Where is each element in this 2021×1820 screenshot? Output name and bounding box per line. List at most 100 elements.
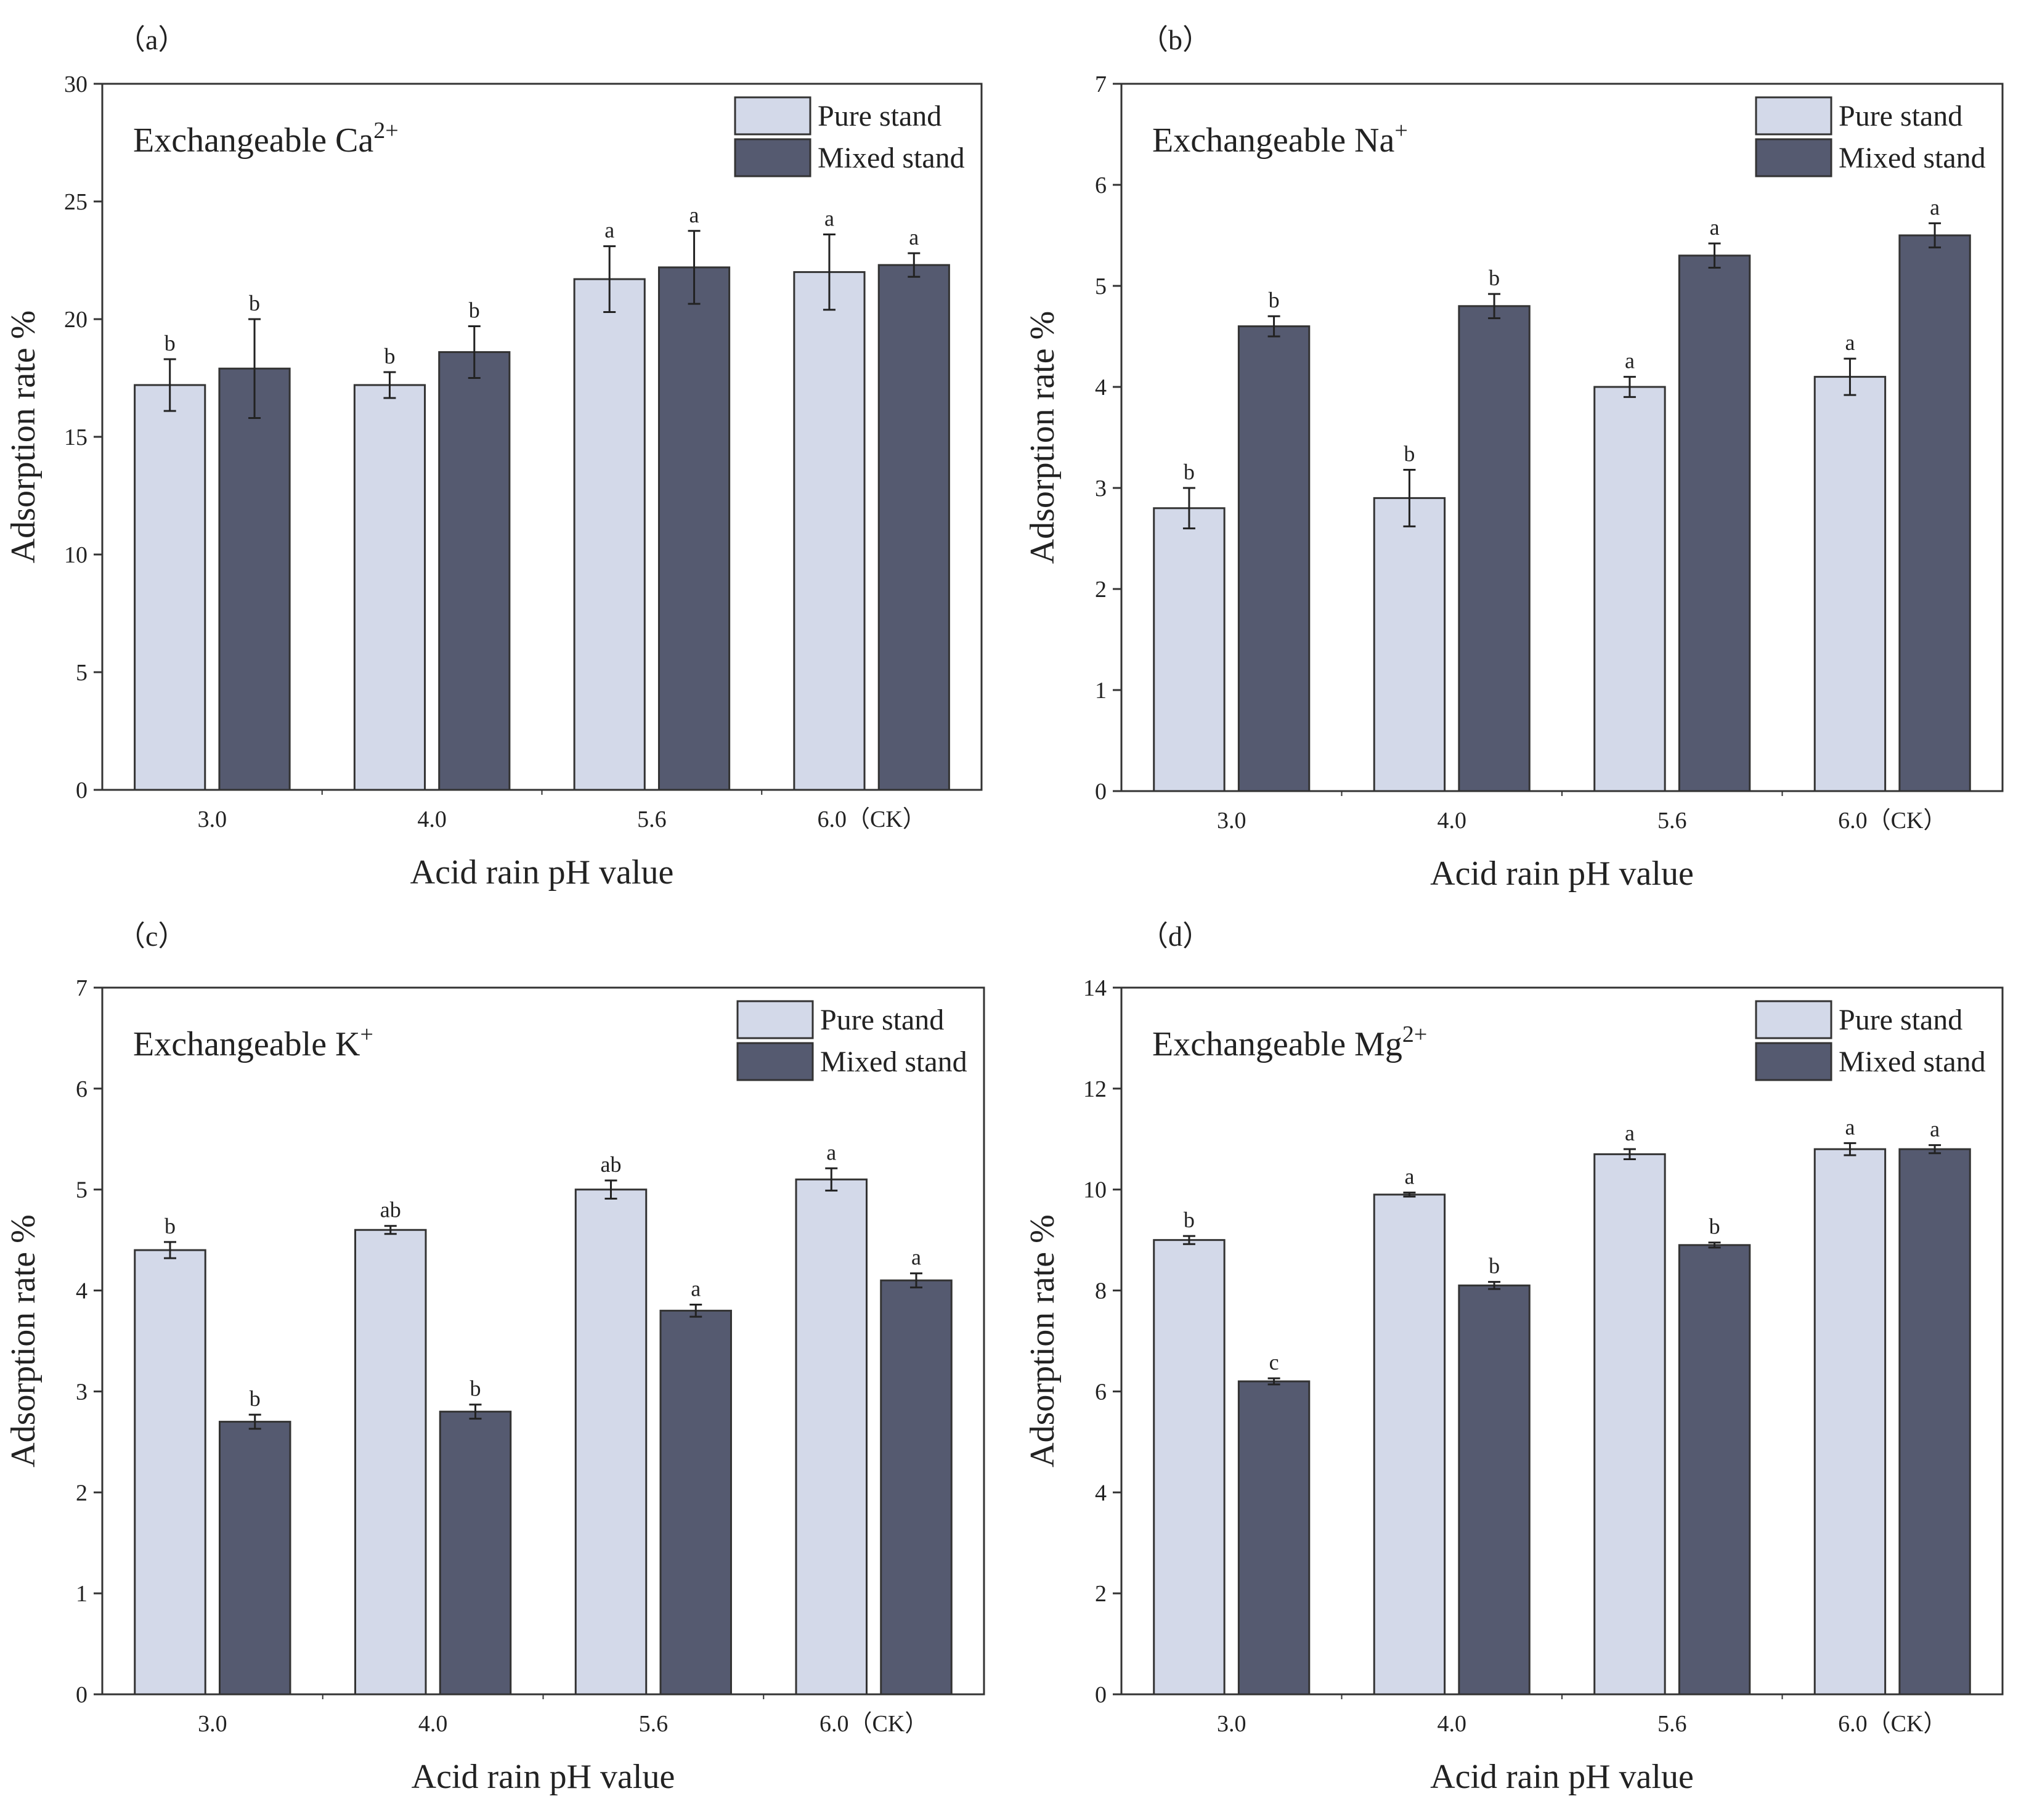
y-tick-label: 0 <box>1095 779 1107 805</box>
significance-letter: b <box>1709 1214 1720 1239</box>
y-tick-label: 6 <box>1095 1379 1107 1405</box>
bar-pure-1 <box>354 1229 427 1696</box>
significance-letter: b <box>469 298 480 322</box>
significance-letter: b <box>165 331 176 355</box>
y-tick-label: 5 <box>76 660 87 686</box>
panel-title-main: Exchangeable K <box>133 1025 360 1063</box>
x-tick-label: 5.6 <box>1657 1711 1687 1737</box>
chart-panel-a: （a） 0 5 10 15 20 25 30 Adsorption rate % Acid rai… <box>4 24 983 892</box>
bar-mixed-2 <box>1678 254 1751 792</box>
legend-label-pure: Pure stand <box>820 1004 944 1036</box>
x-axis-title: Acid rain pH value <box>410 853 674 892</box>
y-tick-label: 10 <box>64 542 87 568</box>
significance-letter: b <box>1489 1254 1500 1278</box>
y-tick-label: 0 <box>1095 1682 1107 1708</box>
bar-pure-2 <box>1593 386 1666 792</box>
bar-mixed-1 <box>439 1410 512 1696</box>
legend-label-mixed: Mixed stand <box>1839 1046 1986 1078</box>
y-tick-label: 3 <box>76 1379 87 1405</box>
panel-title: Exchangeable Na+ <box>1152 118 1408 160</box>
significance-letter: a <box>1930 1117 1940 1142</box>
significance-letter: c <box>1269 1350 1279 1375</box>
legend-label-mixed: Mixed stand <box>820 1046 967 1078</box>
y-tick-label: 2 <box>1095 1581 1107 1607</box>
y-axis-title: Adsorption rate % <box>4 311 43 564</box>
significance-letter: a <box>824 206 834 230</box>
significance-letter: b <box>165 1214 176 1238</box>
significance-letter: b <box>1184 1208 1195 1232</box>
significance-letter: b <box>250 1386 261 1411</box>
significance-letter: a <box>689 203 699 227</box>
y-tick-label: 8 <box>1095 1278 1107 1304</box>
y-tick-label: 7 <box>76 975 87 1001</box>
chart-panel-c: （c） 0 1 2 3 4 5 6 7 Adsorption rate % Acid rain pH… <box>4 920 985 1796</box>
panel-title-sup: + <box>360 1022 373 1047</box>
bar-pure-3 <box>793 271 866 791</box>
significance-letter: b <box>1404 441 1415 466</box>
y-tick-label: 20 <box>64 307 87 333</box>
y-tick-label: 6 <box>76 1076 87 1102</box>
bar-mixed-1 <box>438 351 511 791</box>
bar-mixed-0 <box>1237 325 1311 792</box>
y-tick-label: 30 <box>64 71 87 97</box>
legend-label-pure: Pure stand <box>818 100 941 132</box>
x-tick-label: 3.0 <box>198 806 227 832</box>
x-tick-label: 6.0（CK） <box>817 806 925 832</box>
x-tick-label: 4.0 <box>1437 808 1467 834</box>
y-tick-label: 4 <box>1095 375 1107 400</box>
x-tick-label: 6.0（CK） <box>1838 808 1946 834</box>
y-tick-label: 25 <box>64 189 87 215</box>
legend-swatch-mixed <box>736 1042 814 1081</box>
panel-label: （a） <box>117 24 186 55</box>
x-tick-label: 5.6 <box>637 806 667 832</box>
bar-pure-0 <box>134 1249 206 1696</box>
legend-swatch-pure <box>1755 1000 1832 1039</box>
y-tick-label: 2 <box>76 1480 87 1506</box>
y-tick-label: 1 <box>76 1581 87 1607</box>
chart-panel-b: （b） 0 1 2 3 4 5 6 7 Adsorption rate % Acid rain pH… <box>1023 24 2004 893</box>
bar-pure-1 <box>353 384 426 791</box>
y-tick-label: 0 <box>76 778 87 803</box>
bar-pure-3 <box>795 1178 868 1696</box>
bar-pure-1 <box>1373 1193 1446 1696</box>
significance-letter: a <box>1625 1121 1635 1145</box>
significance-letter: a <box>1845 1115 1855 1139</box>
panel-title-main: Exchangeable Na <box>1152 121 1394 160</box>
bar-mixed-1 <box>1458 1284 1531 1696</box>
x-tick-label: 4.0 <box>1437 1711 1467 1737</box>
significance-letter: a <box>1404 1164 1414 1189</box>
x-axis-title: Acid rain pH value <box>412 1758 675 1796</box>
panel-title: Exchangeable Ca2+ <box>133 118 399 160</box>
panel-title: Exchangeable Mg2+ <box>1152 1022 1427 1063</box>
y-tick-label: 14 <box>1083 975 1107 1001</box>
legend-swatch-pure <box>736 1000 814 1039</box>
x-tick-label: 4.0 <box>417 806 447 832</box>
legend-label-pure: Pure stand <box>1839 100 1962 132</box>
y-tick-label: 10 <box>1083 1177 1107 1203</box>
y-tick-label: 6 <box>1095 173 1107 198</box>
significance-letter: b <box>470 1376 481 1401</box>
bar-mixed-2 <box>659 1309 732 1696</box>
significance-letter: b <box>1269 288 1280 312</box>
bar-mixed-0 <box>1237 1380 1311 1696</box>
significance-letter: a <box>909 225 919 250</box>
y-axis-title: Adsorption rate % <box>1023 311 1062 564</box>
bar-pure-0 <box>1153 1239 1226 1696</box>
y-tick-label: 5 <box>1095 274 1107 299</box>
significance-letter: a <box>691 1277 701 1301</box>
legend-label-pure: Pure stand <box>1839 1004 1962 1036</box>
y-tick-label: 2 <box>1095 577 1107 603</box>
legend-swatch-pure <box>1755 96 1832 136</box>
y-tick-label: 12 <box>1083 1076 1107 1102</box>
y-tick-label: 4 <box>1095 1480 1107 1506</box>
x-tick-label: 6.0（CK） <box>1838 1711 1946 1737</box>
panel-title-sup: 2+ <box>1402 1022 1427 1047</box>
y-tick-label: 15 <box>64 425 87 450</box>
bar-pure-2 <box>573 278 646 791</box>
significance-letter: a <box>1845 330 1855 355</box>
bar-pure-0 <box>134 384 206 791</box>
bar-pure-2 <box>1593 1153 1666 1696</box>
legend-swatch-pure <box>734 96 811 136</box>
y-tick-label: 5 <box>76 1177 87 1203</box>
